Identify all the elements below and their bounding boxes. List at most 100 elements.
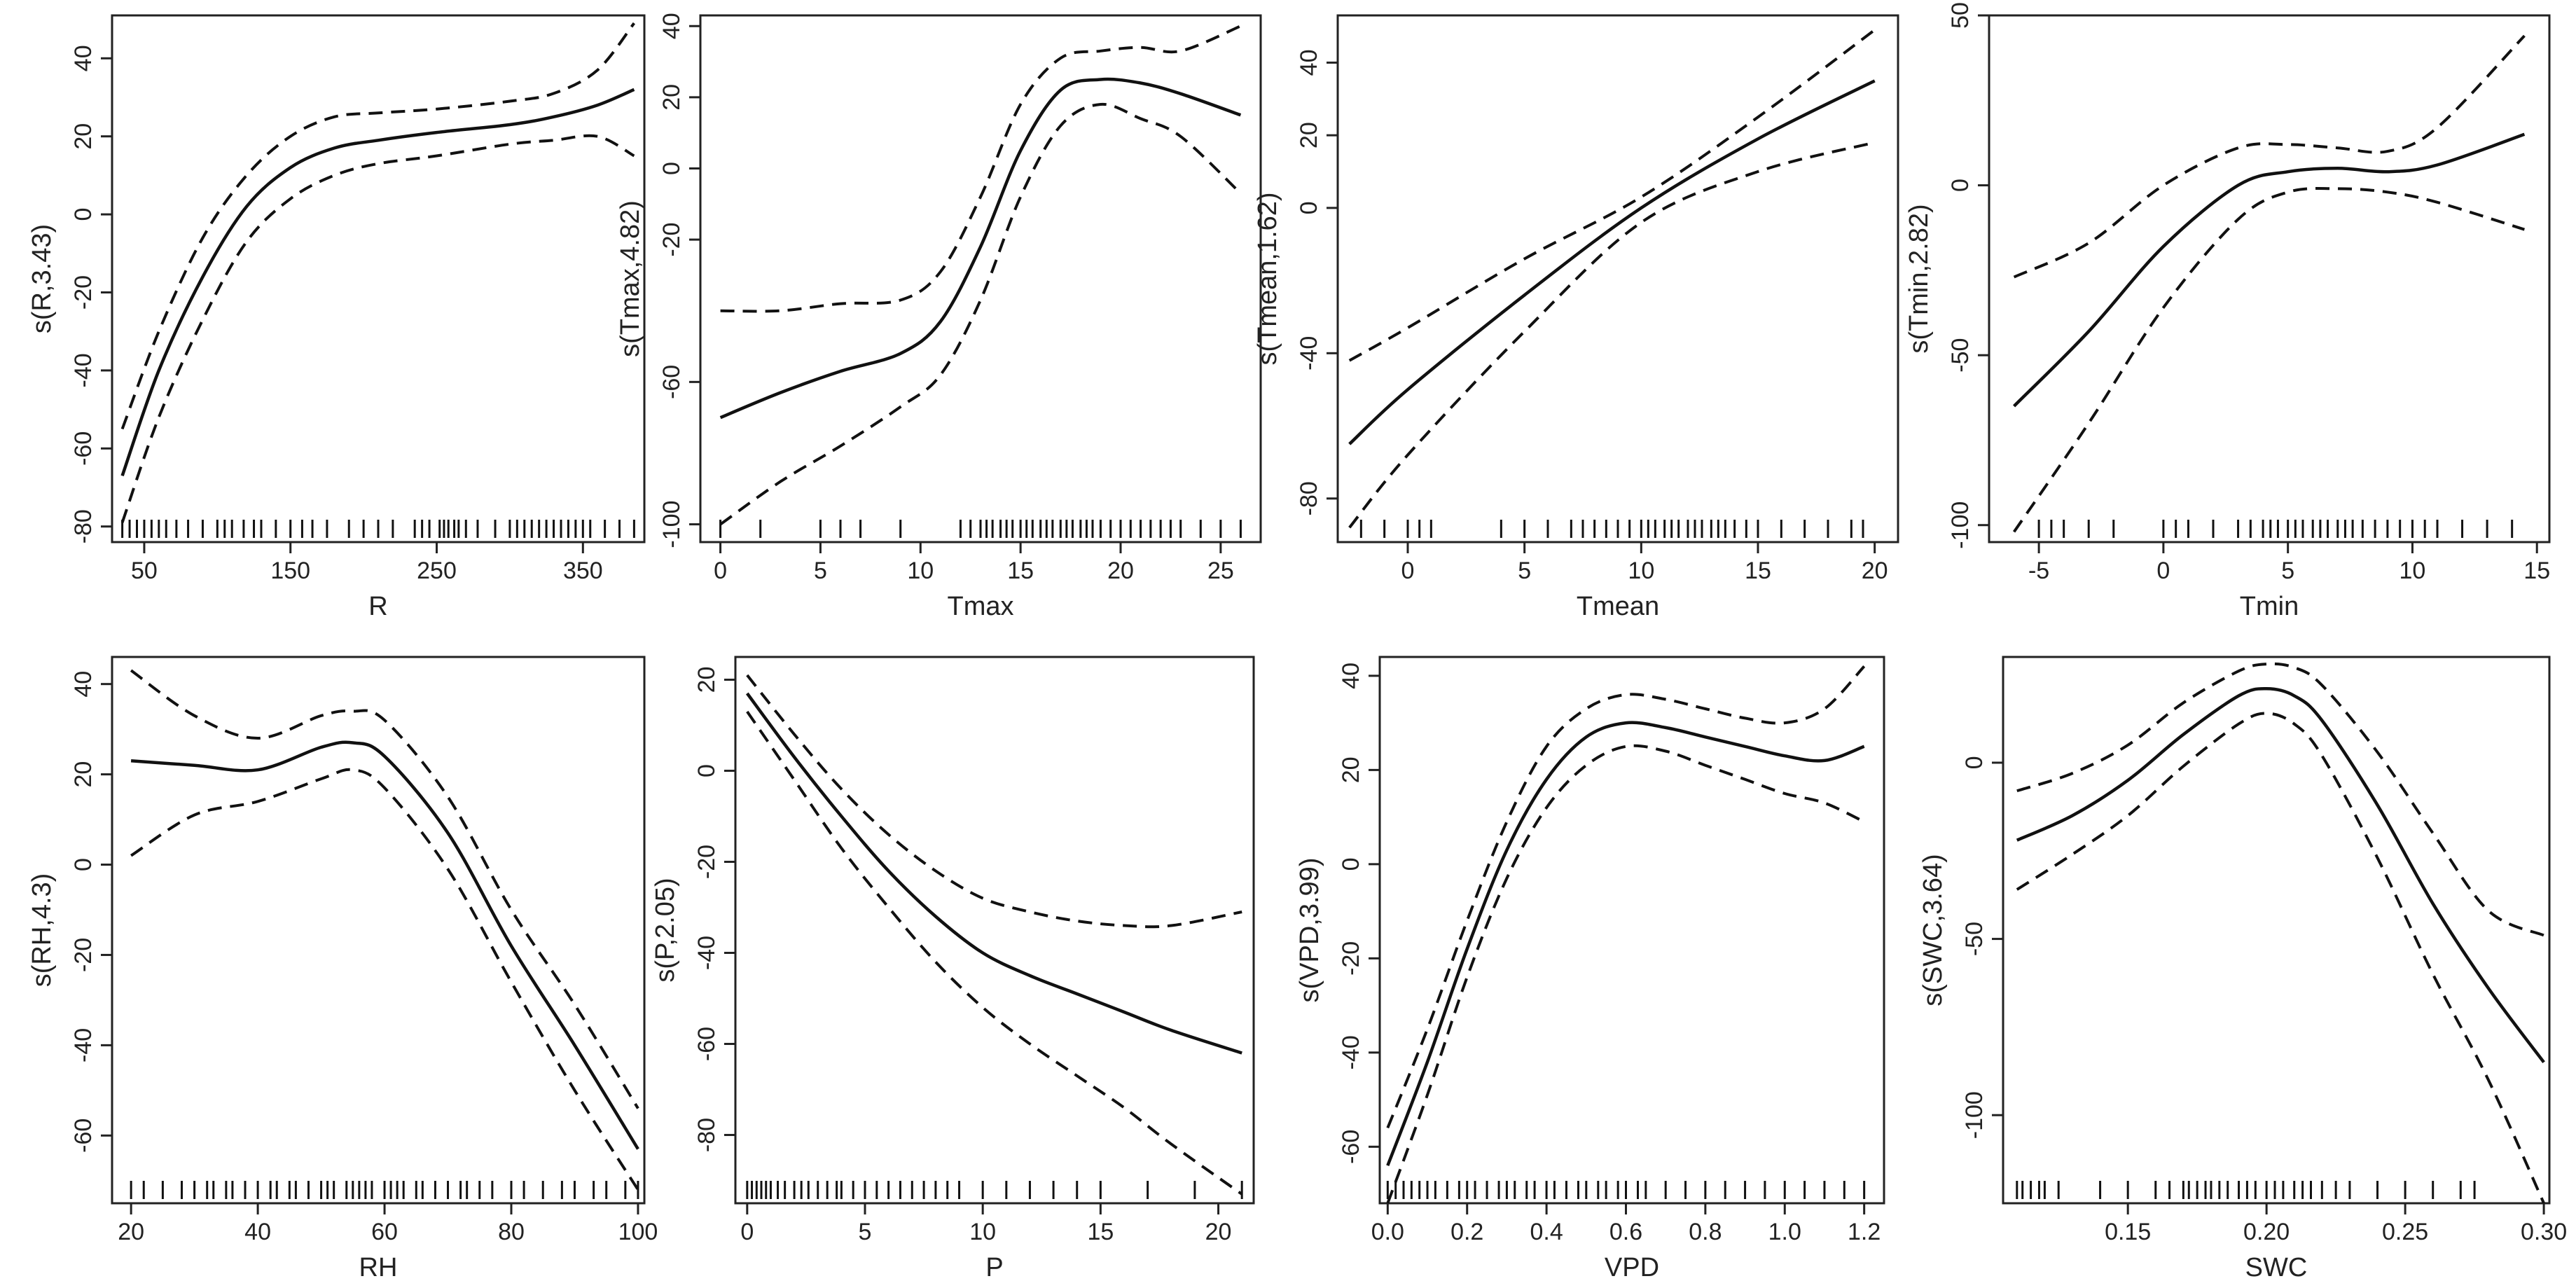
y-tick-label: -60 <box>70 431 97 466</box>
x-tick-label: 0.6 <box>1609 1219 1642 1245</box>
y-tick-label: -40 <box>1338 1035 1364 1069</box>
y-tick-label: -20 <box>70 275 97 310</box>
x-tick-label: 25 <box>1207 558 1234 584</box>
y-axis-label: s(R,3.43) <box>27 224 57 333</box>
y-tick-label: -40 <box>693 936 720 970</box>
y-tick-label: -40 <box>1296 336 1322 371</box>
x-tick-label: 15 <box>2523 558 2550 584</box>
confidence-band-lower <box>120 134 635 523</box>
x-tick-label: 10 <box>1628 558 1654 584</box>
x-tick-label: 150 <box>270 558 310 584</box>
x-tick-label: 15 <box>1087 1219 1114 1245</box>
plot-frame <box>1988 14 2551 543</box>
confidence-band-upper <box>130 669 639 1109</box>
x-axis-label: P <box>985 1253 1003 1282</box>
x-tick-label: 0.30 <box>2521 1219 2567 1245</box>
y-tick-label: 0 <box>1296 201 1322 214</box>
x-tick-label: 0.15 <box>2105 1219 2151 1245</box>
y-tick-label: 40 <box>658 13 685 39</box>
plot-frame <box>111 656 646 1205</box>
panel-swc: 0.15 0.20 0.25 0.30 -100 -50 0 SWC s(SWC,3.64) <box>1918 656 2567 1282</box>
x-tick-label: 10 <box>2400 558 2426 584</box>
x-tick-label: 5 <box>1518 558 1531 584</box>
x-tick-label: 20 <box>1107 558 1134 584</box>
y-axis-label: s(Tmin,2.82) <box>1904 204 1934 353</box>
x-tick-label: 15 <box>1007 558 1034 584</box>
x-tick-label: 60 <box>371 1219 398 1245</box>
y-axis-label: s(VPD,3.99) <box>1295 858 1324 1003</box>
y-tick-label: -40 <box>70 1028 97 1062</box>
x-axis-label: Tmin <box>2240 592 2299 621</box>
plot-frame <box>734 656 1255 1205</box>
x-tick-label: 0.4 <box>1530 1219 1563 1245</box>
panel-rh: 20 40 60 80 100 -60 -40 -20 0 20 40 RH s(RH,4.3) <box>27 656 658 1282</box>
y-tick-label: -40 <box>70 353 97 387</box>
confidence-band-upper <box>120 22 635 430</box>
confidence-band-lower <box>1348 141 1876 529</box>
plot-frame <box>1378 656 1885 1205</box>
y-axis-label: s(RH,4.3) <box>27 873 57 988</box>
y-tick-label: -50 <box>1947 338 1974 373</box>
confidence-band-lower <box>2012 187 2525 533</box>
confidence-band-lower <box>746 710 1243 1196</box>
x-axis-label: Tmax <box>948 592 1014 621</box>
smooth-fit-line <box>130 740 639 1150</box>
smooth-fit-line <box>719 77 1242 420</box>
y-tick-label: -20 <box>1338 941 1364 976</box>
confidence-band-upper <box>746 674 1242 929</box>
smooth-fit-line <box>745 692 1242 1055</box>
x-axis-label: Tmean <box>1577 592 1659 621</box>
x-axis-label: VPD <box>1605 1253 1659 1282</box>
y-tick-label: 40 <box>70 671 97 698</box>
x-tick-label: 0 <box>714 558 727 584</box>
x-axis-label: SWC <box>2245 1253 2308 1282</box>
confidence-band-upper <box>1386 665 1866 1129</box>
x-tick-label: 40 <box>244 1219 271 1245</box>
x-tick-label: 0 <box>740 1219 754 1245</box>
y-tick-label: -20 <box>693 845 720 879</box>
x-tick-label: 10 <box>969 1219 996 1245</box>
y-tick-label: -20 <box>70 938 97 972</box>
smooth-fit-line <box>2013 132 2526 408</box>
y-tick-label: -80 <box>693 1118 720 1152</box>
confidence-band-lower <box>1386 744 1865 1203</box>
y-tick-label: 20 <box>70 761 97 788</box>
x-tick-label: -5 <box>2028 558 2049 584</box>
y-tick-label: -60 <box>693 1027 720 1061</box>
y-tick-label: 20 <box>658 84 685 111</box>
x-tick-label: 0.20 <box>2243 1219 2290 1245</box>
confidence-band-lower <box>719 102 1242 526</box>
confidence-band-upper <box>720 25 1242 313</box>
x-tick-label: 0.2 <box>1450 1219 1483 1245</box>
x-tick-label: 20 <box>1862 558 1888 584</box>
x-axis-label: RH <box>359 1253 398 1282</box>
x-tick-label: 1.0 <box>1768 1219 1801 1245</box>
x-tick-label: 50 <box>131 558 158 584</box>
confidence-band-lower <box>130 768 639 1191</box>
x-tick-label: 0 <box>1401 558 1415 584</box>
x-tick-label: 5 <box>814 558 827 584</box>
y-tick-label: -80 <box>1296 481 1322 515</box>
y-tick-label: -20 <box>658 223 685 257</box>
x-tick-label: 10 <box>907 558 934 584</box>
y-tick-label: 0 <box>70 858 97 871</box>
y-tick-label: -60 <box>70 1119 97 1153</box>
smooth-fit-line <box>1348 79 1876 445</box>
y-tick-label: -100 <box>658 501 685 548</box>
y-axis-label: s(P,2.05) <box>651 878 680 982</box>
x-tick-label: 5 <box>859 1219 872 1245</box>
y-tick-label: 20 <box>693 667 720 693</box>
plot-frame <box>699 14 1262 543</box>
panel-tmax: 0 5 10 15 20 25 -100 -60 -20 0 20 40 Tmax s(Tmax,4.82… <box>616 13 1262 621</box>
y-tick-label: 40 <box>70 45 97 71</box>
smooth-fit-line <box>2016 687 2545 1064</box>
y-axis-label: s(Tmax,4.82) <box>616 200 645 357</box>
x-tick-label: 0.25 <box>2382 1219 2428 1245</box>
confidence-band-lower <box>2016 712 2545 1203</box>
smooth-fit-line <box>120 88 635 477</box>
y-tick-label: 0 <box>693 764 720 777</box>
y-axis-label: s(Tmean,1.62) <box>1253 192 1282 365</box>
x-axis-label: R <box>368 592 387 621</box>
y-tick-label: 0 <box>658 162 685 175</box>
